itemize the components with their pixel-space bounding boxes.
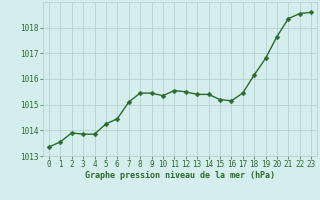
X-axis label: Graphe pression niveau de la mer (hPa): Graphe pression niveau de la mer (hPa) <box>85 171 275 180</box>
